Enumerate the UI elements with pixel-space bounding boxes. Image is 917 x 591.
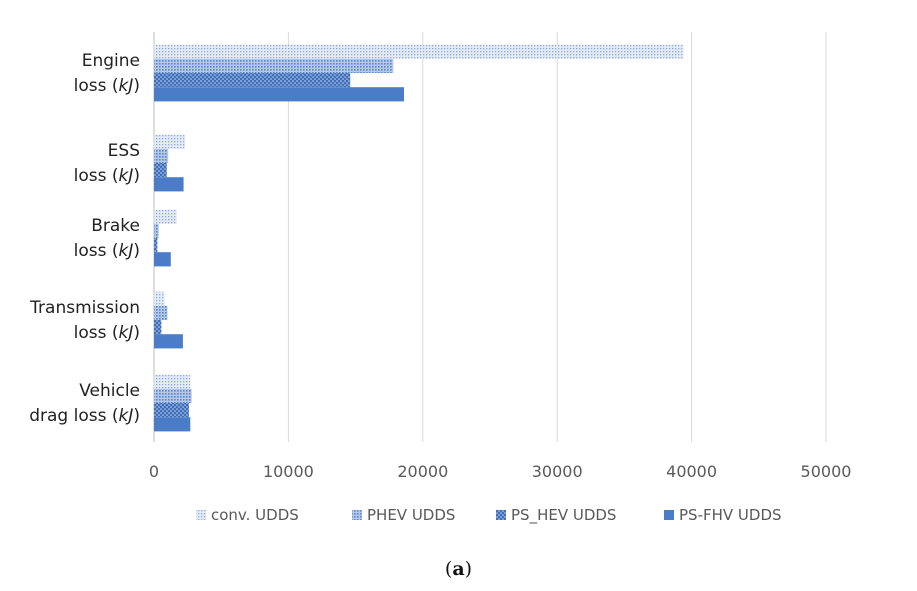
bar xyxy=(154,374,191,389)
category-label: loss (kJ) xyxy=(74,76,140,96)
category-label: Engine xyxy=(82,51,140,71)
legend-label: conv. UDDS xyxy=(211,506,299,524)
x-tick-label: 0 xyxy=(149,462,159,481)
bars xyxy=(154,44,684,432)
bar xyxy=(154,223,159,238)
category-label: Brake xyxy=(91,216,140,236)
caption-open: ( xyxy=(444,558,453,580)
bar xyxy=(154,305,168,320)
category-label: loss (kJ) xyxy=(74,166,140,186)
legend-swatch xyxy=(496,510,506,520)
x-tick-label: 20000 xyxy=(397,462,448,481)
bar xyxy=(154,58,394,73)
bar xyxy=(154,73,351,88)
bar xyxy=(154,148,169,163)
x-tick-label: 30000 xyxy=(532,462,583,481)
category-label: ESS xyxy=(108,141,140,161)
category-label: loss (kJ) xyxy=(74,241,140,261)
bar xyxy=(154,134,185,149)
x-tick-label: 40000 xyxy=(666,462,717,481)
bar xyxy=(154,163,167,178)
legend-label: PHEV UDDS xyxy=(367,506,455,524)
legend-swatch xyxy=(664,510,674,520)
legend: conv. UDDS PHEV UDDS PS_HEV UDDS PS-FHV UDD… xyxy=(196,506,782,525)
bar xyxy=(154,320,162,335)
x-tick-label: 50000 xyxy=(801,462,852,481)
bar xyxy=(154,44,684,59)
legend-swatch xyxy=(196,510,206,520)
category-label: drag loss (kJ) xyxy=(29,406,140,426)
x-axis-tick-labels: 0 10000 20000 30000 40000 50000 xyxy=(149,462,852,481)
bar xyxy=(154,238,158,253)
bar xyxy=(154,291,165,306)
bar xyxy=(154,177,184,192)
figure-caption: (a) xyxy=(0,558,917,580)
x-tick-label: 10000 xyxy=(263,462,314,481)
legend-swatch xyxy=(352,510,362,520)
bar xyxy=(154,417,191,432)
category-label: Vehicle xyxy=(79,381,140,401)
bar xyxy=(154,403,189,418)
category-label: Transmission xyxy=(29,298,140,318)
caption-letter: a xyxy=(452,558,465,580)
bar xyxy=(154,252,171,267)
legend-label: PS-FHV UDDS xyxy=(679,506,782,524)
bar xyxy=(154,87,404,102)
bar xyxy=(154,334,183,349)
bar xyxy=(154,209,177,224)
legend-label: PS_HEV UDDS xyxy=(511,506,616,525)
category-label: loss (kJ) xyxy=(74,323,140,343)
bar xyxy=(154,388,192,403)
category-labels: Engine loss (kJ) ESS loss (kJ) Brake loss (kJ… xyxy=(29,51,140,426)
caption-close: ) xyxy=(464,558,473,580)
